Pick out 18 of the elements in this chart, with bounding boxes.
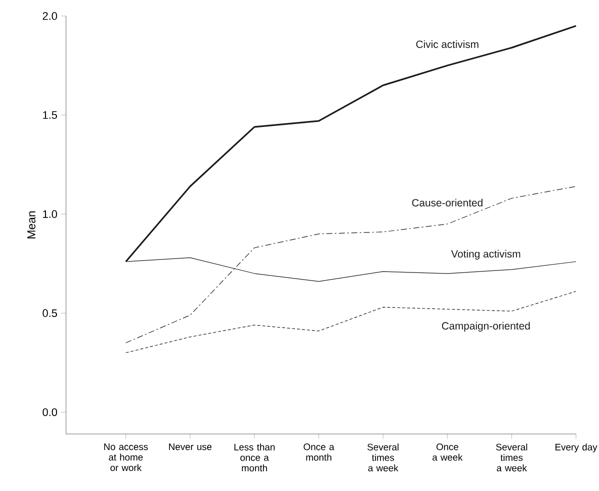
x-tick-label: Every day — [555, 444, 598, 452]
x-tick-label: Several times a week — [367, 444, 398, 472]
x-tick-label: Never use — [169, 444, 212, 450]
y-tick-label: 2.0 — [42, 12, 58, 20]
y-tick-label: 1.5 — [43, 111, 58, 119]
x-tick-label: Once a week — [432, 444, 463, 461]
series-label: Voting activism — [451, 250, 520, 260]
x-tick-label: No access at home or work — [104, 444, 148, 472]
y-tick-label: 0.5 — [42, 309, 58, 318]
series-label: Campaign-oriented — [442, 322, 530, 332]
series-label: Civic activism — [416, 40, 478, 48]
y-axis-title: Mean — [27, 211, 36, 238]
y-tick-label: 1.0 — [43, 210, 58, 218]
x-tick-label: Less than once a month — [234, 444, 275, 472]
x-tick-label: Several times a week — [496, 444, 528, 472]
series-label: Cause-oriented — [412, 198, 482, 206]
y-tick-label: 0.0 — [42, 408, 58, 416]
x-tick-label: Once a month — [304, 444, 334, 461]
